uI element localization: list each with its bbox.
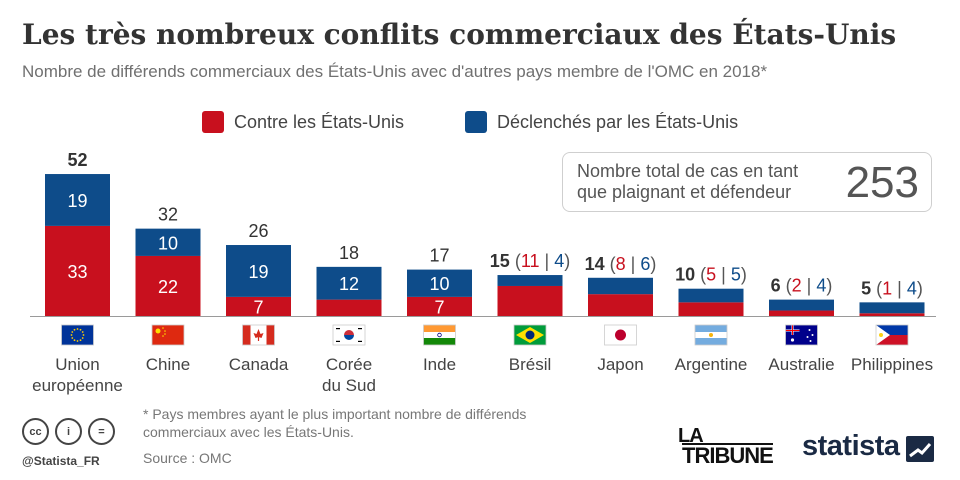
bar-segment-against: [226, 296, 291, 316]
license-icons: cc i =: [22, 418, 115, 445]
total-label: 26: [248, 221, 268, 241]
bar-segment-against: [407, 296, 472, 316]
footnote-block: * Pays membres ayant le plus important n…: [143, 405, 613, 467]
japan-flag: [604, 324, 637, 346]
total-label: 18: [339, 243, 359, 263]
china-flag: [151, 324, 185, 346]
eu-flag: [61, 324, 94, 346]
canada-flag: [242, 324, 275, 346]
total-label: 14 (8 | 6): [585, 254, 657, 274]
bar-segment-by: [316, 266, 382, 300]
total-label: 32: [158, 205, 178, 225]
bar-segment-by: [45, 174, 110, 226]
total-cases-label: Nombre total de cas en tant que plaignan…: [577, 161, 799, 202]
bar-segment-by: [497, 275, 563, 286]
cc-icon[interactable]: cc: [22, 418, 49, 445]
category-label: Chine: [146, 355, 190, 374]
legend-label-against: Contre les États-Unis: [234, 111, 405, 132]
bar-chart: 33 19 52 Union européenne 22 10 32 Chine 7 19 26 Can…: [30, 150, 936, 395]
category-label: Australie: [768, 355, 834, 374]
category-label: Brésil: [509, 355, 552, 374]
legend-item-by: Déclenchés par les États-Unis: [465, 110, 738, 134]
statista-logo[interactable]: statista: [802, 430, 900, 462]
la-tribune-logo-top: LA: [678, 425, 704, 447]
argentina-flag: [694, 324, 728, 346]
value-label-by: 12: [339, 274, 359, 294]
bar-segment-by: [135, 228, 201, 256]
value-label-against: 7: [434, 297, 444, 317]
bar-segment-against: [45, 225, 110, 316]
statista-logo-icon: [906, 436, 934, 462]
brazil-flag: [513, 324, 547, 346]
total-label: 17: [429, 246, 449, 266]
total-label: 10 (5 | 5): [675, 265, 747, 285]
la-tribune-logo[interactable]: LA TRIBUNE: [678, 425, 782, 468]
category-label: Inde: [423, 355, 456, 374]
legend-swatch-against: [202, 111, 224, 133]
bar-segment-by: [678, 288, 744, 303]
category-label: Corée: [326, 355, 372, 374]
bar-segment-against: [316, 299, 382, 316]
attribution-icon[interactable]: i: [55, 418, 82, 445]
statista-handle: @Statista_FR: [22, 454, 100, 468]
bar-segment-by: [226, 245, 291, 297]
value-label-by: 19: [248, 262, 268, 282]
bar-segment-by: [588, 277, 653, 295]
legend-label-by: Déclenchés par les États-Unis: [497, 111, 739, 132]
bar-segment-against: [678, 302, 744, 316]
bar-segment-against: [769, 310, 834, 316]
australia-flag: [785, 324, 818, 346]
la-tribune-logo-bottom: TRIBUNE: [682, 443, 774, 468]
value-label-against: 7: [253, 297, 263, 317]
category-label: du Sud: [322, 376, 376, 395]
total-label: 5 (1 | 4): [861, 278, 923, 298]
value-label-by: 10: [429, 274, 449, 294]
india-flag: [423, 324, 456, 346]
bar-segment-against: [135, 255, 201, 316]
south-korea-flag: [332, 324, 366, 346]
total-cases-box: Nombre total de cas en tant que plaignan…: [562, 152, 932, 212]
bar-segment-against: [497, 285, 563, 316]
category-label: Union: [55, 355, 99, 374]
category-label: Japon: [597, 355, 643, 374]
category-label: Canada: [229, 355, 289, 374]
bar-segment-by: [407, 269, 472, 297]
total-label: 6 (2 | 4): [771, 276, 833, 296]
value-label-by: 10: [158, 233, 178, 253]
no-derivatives-icon[interactable]: =: [88, 418, 115, 445]
value-label-against: 33: [67, 262, 87, 282]
chart-title: Les très nombreux conflits commerciaux d…: [22, 18, 897, 51]
category-label: Philippines: [851, 355, 933, 374]
total-label: 15 (11 | 4): [490, 251, 570, 271]
bar-segment-against: [859, 313, 925, 316]
legend-swatch-by: [465, 111, 487, 133]
bar-segment-by: [769, 299, 834, 311]
philippines-flag: [875, 324, 909, 346]
chart-subtitle: Nombre de différends commerciaux des Éta…: [22, 62, 768, 81]
footnote: * Pays membres ayant le plus important n…: [143, 406, 527, 440]
total-cases-value: 253: [845, 158, 919, 207]
legend-item-against: Contre les États-Unis: [202, 110, 404, 134]
category-label: Argentine: [675, 355, 748, 374]
bar-segment-against: [588, 294, 653, 316]
source: Source : OMC: [143, 450, 232, 466]
category-label: européenne: [32, 376, 123, 395]
bar-segment-by: [859, 302, 925, 314]
total-label: 52: [67, 150, 87, 170]
value-label-against: 22: [158, 277, 178, 297]
value-label-by: 19: [67, 191, 87, 211]
